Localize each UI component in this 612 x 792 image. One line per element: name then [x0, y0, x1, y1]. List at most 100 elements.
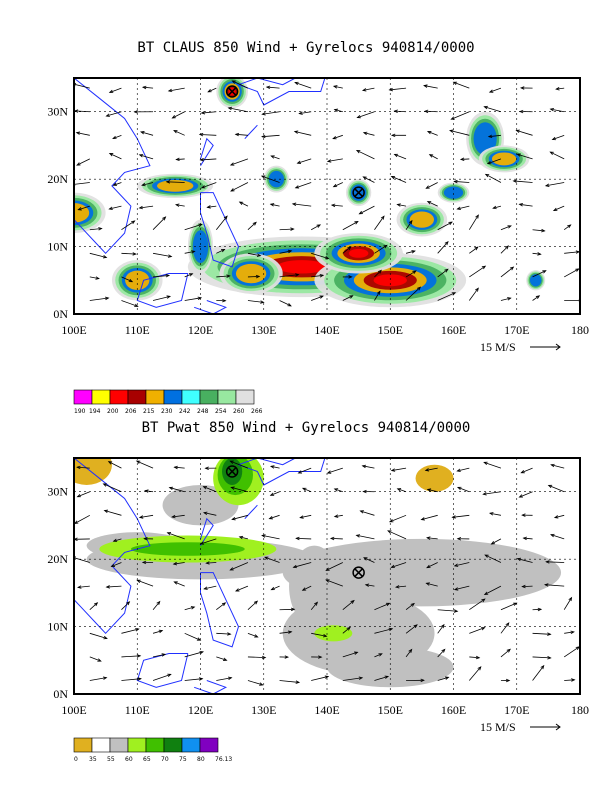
wind-vector [521, 467, 533, 474]
wind-arrowhead [126, 601, 131, 606]
colorbar-swatch [127, 389, 147, 405]
wind-arrowhead [173, 465, 178, 470]
wind-arrowhead [412, 270, 417, 275]
wind-vector [469, 265, 486, 278]
colorbar-swatch [181, 389, 201, 405]
wind-vector [493, 205, 502, 209]
wind-arrowhead [259, 682, 264, 686]
wind-vector [216, 275, 230, 278]
wind-arrowhead [390, 133, 396, 138]
wind-vector [145, 490, 154, 493]
wind-vector [550, 151, 565, 160]
wind-vector [175, 204, 185, 207]
wind-vector [311, 252, 329, 259]
coastline [136, 273, 189, 308]
wind-arrowhead [270, 155, 275, 159]
wind-vector [532, 665, 545, 681]
gyre-marker-cross [354, 188, 363, 197]
wind-arrowhead [356, 114, 361, 119]
cloud-shade [156, 180, 194, 192]
wind-vector [405, 603, 415, 611]
wind-vector [532, 656, 551, 659]
wind-arrowhead [269, 465, 275, 469]
colorbar-swatch [91, 737, 111, 753]
colorbar-label: 200 [107, 408, 119, 415]
wind-vector [247, 222, 257, 231]
lat-label: 20N [47, 172, 68, 186]
wind-arrowhead [135, 460, 141, 464]
wind-vector [184, 250, 195, 254]
wind-arrowhead [520, 469, 525, 474]
colorbar-swatch [181, 737, 201, 753]
wind-arrowhead [202, 486, 207, 490]
wind-arrowhead [361, 88, 367, 92]
wind-arrowhead [287, 303, 292, 307]
wind-arrowhead [426, 564, 431, 569]
colorbar-label: 0 [74, 756, 78, 763]
wind-arrowhead [444, 676, 450, 680]
wind-vector [121, 276, 133, 283]
colorbar-swatch [217, 389, 237, 405]
wind-arrowhead [450, 116, 455, 120]
wind-vector [89, 297, 109, 301]
wind-vector [487, 158, 502, 165]
wind-arrowhead [568, 596, 573, 602]
colorbar-swatch [199, 737, 219, 753]
wind-arrowhead [138, 154, 144, 158]
wind-arrowhead [141, 182, 146, 187]
wind-vector [563, 646, 580, 658]
wind-vector [89, 677, 107, 681]
wind-vector [545, 182, 565, 187]
coastline [244, 124, 258, 140]
wind-arrowhead [132, 252, 137, 256]
wind-arrowhead [541, 228, 546, 233]
wind-arrowhead [314, 601, 319, 606]
wind-vector [292, 203, 312, 207]
wind-vector [426, 562, 438, 569]
wind-vector [546, 561, 565, 563]
wind-vector [166, 181, 185, 183]
wind-vector [184, 678, 203, 681]
wind-arrowhead [108, 89, 114, 94]
colorbar-swatch [145, 389, 165, 405]
wind-arrowhead [297, 470, 303, 474]
wind-vector [469, 246, 479, 254]
wind-arrowhead [203, 586, 208, 590]
wind-arrowhead [294, 81, 299, 86]
wind-vector [483, 491, 501, 495]
wind-vector [360, 510, 375, 516]
wind-vector [89, 656, 102, 662]
lat-label: 0N [53, 307, 68, 321]
gyre-marker-cross [227, 87, 237, 96]
wind-arrowhead [453, 179, 458, 184]
wind-arrowhead [287, 630, 293, 634]
wind-arrowhead [354, 220, 359, 225]
wind-vector [76, 158, 90, 166]
wind-vector [216, 656, 227, 661]
wind-arrowhead [332, 136, 337, 140]
wind-vector [391, 562, 407, 568]
wind-arrowhead [144, 489, 149, 493]
wind-arrowhead [77, 207, 82, 211]
wind-vector [405, 220, 413, 230]
wind-arrowhead [199, 541, 205, 545]
wind-arrowhead [519, 86, 525, 90]
wind-arrowhead [295, 273, 300, 277]
wind-arrowhead [230, 188, 235, 192]
wind-vector [500, 225, 512, 231]
wind-reference-arrowhead [555, 343, 561, 351]
pwat-shade [314, 625, 353, 642]
wind-vector [500, 649, 511, 658]
wind-vector [532, 270, 546, 278]
wind-arrowhead [477, 666, 482, 671]
wind-vector [184, 651, 204, 658]
wind-arrowhead [424, 468, 430, 472]
colorbar-swatch [145, 737, 165, 753]
wind-vector [488, 134, 501, 138]
wind-arrowhead [204, 466, 209, 470]
wind-vector [500, 622, 510, 634]
wind-arrowhead [385, 602, 391, 607]
wind-arrowhead [394, 585, 400, 589]
wind-arrowhead [516, 153, 521, 157]
wind-vector [405, 286, 421, 301]
